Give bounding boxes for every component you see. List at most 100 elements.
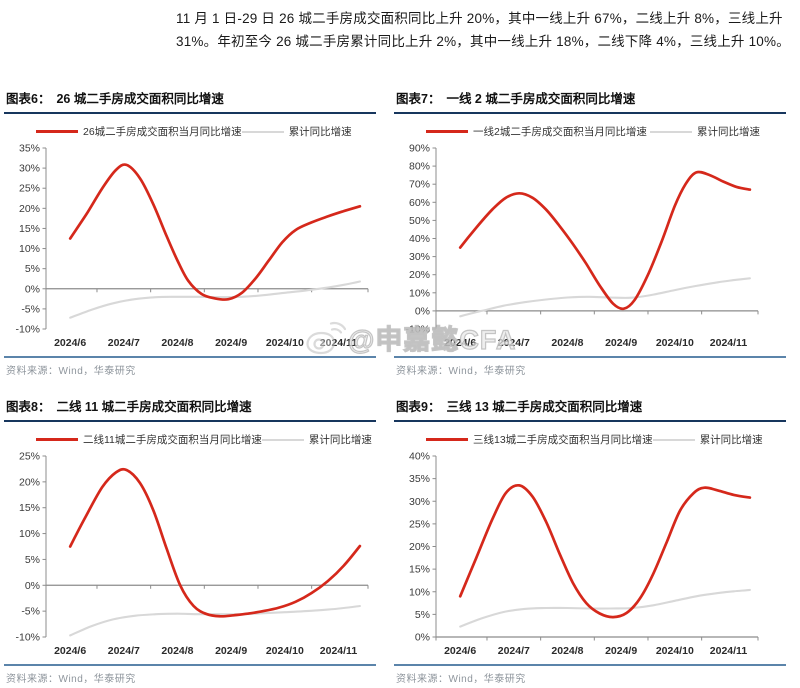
chart-panel-9: 图表9： 三线 13 城二手房成交面积同比增速 三线13城二手房成交面积当月同比增…: [390, 394, 800, 688]
svg-text:2024/9: 2024/9: [215, 645, 247, 657]
svg-text:2024/11: 2024/11: [710, 645, 748, 657]
source-divider: [4, 356, 376, 358]
svg-text:2024/9: 2024/9: [605, 645, 637, 657]
source-text: 资料来源：Wind，华泰研究: [396, 366, 526, 377]
svg-text:2024/6: 2024/6: [444, 645, 476, 657]
svg-text:30%: 30%: [19, 163, 40, 175]
svg-text:70%: 70%: [409, 179, 430, 191]
svg-text:20%: 20%: [409, 269, 430, 281]
svg-text:90%: 90%: [409, 143, 430, 155]
chart-title-text: 三线 13 城二手房成交面积同比增速: [446, 400, 643, 414]
line-chart: -10% 0% 10% 20% 30% 40% 50% 60% 70% 80% 90% 2024/6 2…: [405, 143, 759, 349]
svg-text:2024/6: 2024/6: [54, 645, 86, 657]
legend-item-monthly: 26城二手房成交面积当月同比增速: [36, 124, 242, 139]
chart-panel-6: 图表6： 26 城二手房成交面积同比增速 26城二手房成交面积当月同比增速 累计同…: [0, 86, 390, 380]
chart-title: 图表8： 二线 11 城二手房成交面积同比增速: [4, 394, 376, 422]
svg-text:50%: 50%: [409, 215, 430, 227]
svg-text:15%: 15%: [19, 223, 40, 235]
red-line-swatch: [36, 438, 78, 441]
legend-label: 累计同比增速: [699, 434, 763, 446]
svg-text:5%: 5%: [25, 263, 40, 275]
svg-text:2024/9: 2024/9: [605, 337, 637, 349]
svg-text:15%: 15%: [409, 564, 430, 576]
legend-label: 三线13城二手房成交面积当月同比增速: [473, 434, 653, 446]
svg-text:20%: 20%: [19, 203, 40, 215]
source-divider: [394, 664, 786, 666]
svg-text:2024/6: 2024/6: [444, 337, 476, 349]
source-divider: [4, 664, 376, 666]
svg-text:2024/8: 2024/8: [161, 645, 193, 657]
svg-text:10%: 10%: [409, 586, 430, 598]
svg-text:2024/11: 2024/11: [710, 337, 748, 349]
svg-text:10%: 10%: [409, 287, 430, 299]
svg-text:2024/8: 2024/8: [551, 645, 583, 657]
chart-tag: 图表6：: [6, 92, 51, 106]
svg-text:2024/6: 2024/6: [54, 337, 86, 349]
legend-label: 累计同比增速: [288, 126, 352, 138]
svg-text:2024/9: 2024/9: [215, 337, 247, 349]
chart-tag: 图表9：: [396, 400, 441, 414]
svg-text:20%: 20%: [409, 541, 430, 553]
chart-title: 图表9： 三线 13 城二手房成交面积同比增速: [394, 394, 786, 422]
svg-text:-10%: -10%: [15, 324, 40, 336]
svg-text:2024/10: 2024/10: [266, 337, 304, 349]
chart-tag: 图表8：: [6, 400, 51, 414]
svg-text:2024/10: 2024/10: [656, 645, 694, 657]
chart-legend: 一线2城二手房成交面积当月同比增速 累计同比增速: [426, 124, 760, 139]
svg-text:30%: 30%: [409, 496, 430, 508]
intro-paragraph: 11 月 1 日-29 日 26 城二手房成交面积同比上升 20%，其中一线上升…: [176, 11, 790, 49]
legend-label: 累计同比增速: [697, 126, 760, 138]
chart-title-text: 二线 11 城二手房成交面积同比增速: [56, 400, 252, 414]
legend-item-monthly: 二线11城二手房成交面积当月同比增速: [36, 432, 262, 447]
source-text: 资料来源：Wind，华泰研究: [6, 366, 136, 377]
chart-legend: 三线13城二手房成交面积当月同比增速 累计同比增速: [426, 432, 763, 447]
chart-legend: 二线11城二手房成交面积当月同比增速 累计同比增速: [36, 432, 372, 447]
svg-text:2024/8: 2024/8: [551, 337, 583, 349]
line-chart: -10% -5% 0% 5% 10% 15% 20% 25% 30% 35% 2024/6 2024/…: [15, 143, 369, 349]
svg-text:5%: 5%: [25, 554, 40, 566]
svg-text:25%: 25%: [19, 451, 40, 463]
svg-text:25%: 25%: [409, 518, 430, 530]
svg-text:35%: 35%: [19, 143, 40, 155]
legend-item-monthly: 一线2城二手房成交面积当月同比增速: [426, 124, 647, 139]
red-line-swatch: [36, 130, 78, 133]
svg-text:-5%: -5%: [21, 606, 40, 618]
chart-tag: 图表7：: [396, 92, 441, 106]
chart-title-text: 一线 2 城二手房成交面积同比增速: [446, 92, 636, 106]
svg-text:-10%: -10%: [405, 324, 430, 336]
line-chart: -10% -5% 0% 5% 10% 15% 20% 25% 2024/6 2024/7 2024/…: [15, 451, 369, 657]
svg-text:0%: 0%: [25, 283, 40, 295]
svg-text:0%: 0%: [415, 305, 430, 317]
svg-text:5%: 5%: [415, 609, 430, 621]
chart-title: 图表7： 一线 2 城二手房成交面积同比增速: [394, 86, 786, 114]
svg-text:80%: 80%: [409, 161, 430, 173]
chart-legend: 26城二手房成交面积当月同比增速 累计同比增速: [36, 124, 352, 139]
legend-item-cumulative: 累计同比增速: [261, 432, 372, 447]
svg-text:15%: 15%: [19, 502, 40, 514]
legend-item-cumulative: 累计同比增速: [650, 124, 760, 139]
svg-text:2024/10: 2024/10: [656, 337, 694, 349]
svg-text:25%: 25%: [19, 183, 40, 195]
svg-text:2024/10: 2024/10: [266, 645, 304, 657]
chart-title-text: 26 城二手房成交面积同比增速: [56, 92, 224, 106]
legend-item-cumulative: 累计同比增速: [241, 124, 352, 139]
svg-text:2024/7: 2024/7: [108, 337, 140, 349]
gray-line-swatch: [652, 438, 695, 441]
legend-label: 26城二手房成交面积当月同比增速: [83, 126, 242, 138]
svg-text:2024/7: 2024/7: [498, 645, 530, 657]
svg-text:2024/7: 2024/7: [498, 337, 530, 349]
line-chart: 0% 5% 10% 15% 20% 25% 30% 35% 40% 2024/6 2024/7 202…: [409, 451, 759, 657]
svg-text:2024/11: 2024/11: [320, 645, 358, 657]
chart-panel-7: 图表7： 一线 2 城二手房成交面积同比增速 一线2城二手房成交面积当月同比增速 …: [390, 86, 800, 380]
svg-text:2024/8: 2024/8: [161, 337, 193, 349]
source-text: 资料来源：Wind，华泰研究: [396, 674, 526, 685]
source-divider: [394, 356, 786, 358]
svg-text:20%: 20%: [19, 476, 40, 488]
red-line-swatch: [426, 438, 468, 441]
gray-line-swatch: [261, 438, 304, 441]
chart-title: 图表6： 26 城二手房成交面积同比增速: [4, 86, 376, 114]
svg-text:0%: 0%: [415, 632, 430, 644]
source-text: 资料来源：Wind，华泰研究: [6, 674, 136, 685]
svg-text:-5%: -5%: [21, 303, 40, 315]
svg-text:-10%: -10%: [15, 632, 40, 644]
